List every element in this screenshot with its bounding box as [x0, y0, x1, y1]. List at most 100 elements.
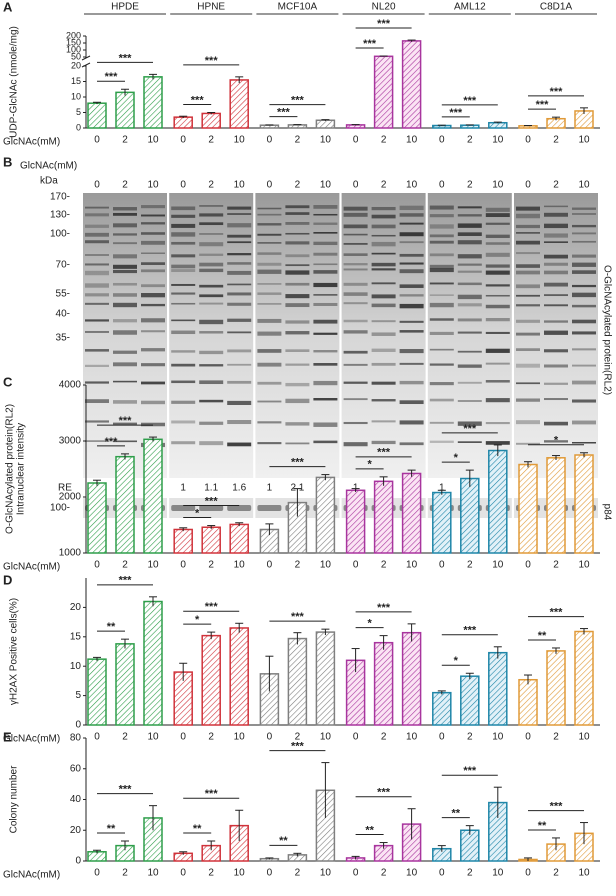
blot-band	[572, 399, 596, 403]
blot-band	[313, 332, 338, 335]
x-tick-label: 0	[267, 560, 273, 571]
bar	[432, 691, 452, 726]
blot-band	[227, 283, 252, 286]
blot-band	[485, 304, 510, 309]
bar	[287, 637, 308, 726]
blot-band	[113, 242, 137, 245]
blot-band	[113, 422, 137, 425]
bar	[201, 112, 221, 129]
blot-band	[516, 348, 540, 352]
blot-band	[429, 240, 454, 244]
blot-band	[285, 232, 310, 235]
blot-band	[285, 282, 310, 286]
significance-label: ***	[463, 423, 477, 435]
x-tick-label: 2	[553, 732, 559, 743]
blot-band	[199, 302, 224, 305]
bar	[518, 463, 538, 554]
bar	[229, 627, 249, 726]
blot-band	[399, 222, 424, 225]
dose-label: 0	[439, 180, 445, 191]
blot-band	[371, 252, 396, 255]
blot-band	[485, 422, 510, 425]
treatment-label: GlcNAc(mM)	[20, 161, 77, 172]
blot-band	[285, 303, 310, 308]
blot-band	[85, 293, 109, 297]
blot-band	[171, 420, 196, 424]
blot-band	[227, 206, 252, 210]
blot-band	[429, 398, 454, 402]
p84-panel	[169, 498, 254, 518]
blot-band	[313, 319, 338, 324]
blot-band	[485, 294, 510, 297]
x-tick-label: 2	[381, 868, 387, 879]
blot-band	[371, 303, 396, 308]
blot-band	[285, 270, 310, 275]
blot-band	[171, 214, 196, 218]
x-tick-label: 0	[353, 868, 359, 879]
panel-label: C	[3, 374, 13, 389]
blot-band	[343, 421, 368, 425]
blot-band	[199, 268, 224, 273]
blot-band	[85, 254, 109, 256]
x-axis-label: GlcNAc(mM)	[3, 734, 60, 745]
panel-label: A	[3, 0, 13, 14]
x-tick-label: 10	[147, 868, 159, 879]
blot-band	[399, 400, 424, 405]
bar	[373, 641, 394, 726]
blot-band	[199, 262, 224, 267]
x-tick-label: 0	[525, 135, 531, 146]
blot-band	[199, 364, 224, 367]
bar	[143, 76, 163, 129]
blot-band	[285, 264, 310, 267]
x-tick-label: 2	[295, 732, 301, 743]
blot-band	[141, 222, 165, 225]
significance-label: ***	[463, 765, 477, 777]
bar	[87, 658, 107, 726]
blot-band	[85, 206, 109, 209]
x-tick-label: 10	[406, 560, 418, 571]
blot-band	[199, 294, 224, 298]
blot-band	[399, 232, 424, 237]
blot-band	[485, 213, 510, 218]
blot-band	[285, 382, 310, 387]
blot-band	[171, 400, 196, 404]
x-tick-label: 2	[381, 135, 387, 146]
bar	[546, 457, 566, 554]
bar	[115, 455, 135, 554]
blot-band	[572, 319, 596, 324]
x-tick-label: 10	[147, 732, 159, 743]
blot-band	[572, 304, 596, 308]
significance-label: ***	[449, 107, 463, 119]
blot-band	[516, 319, 540, 323]
blot-band	[516, 284, 540, 289]
significance-label: ***	[463, 95, 477, 107]
loading-label: p84	[601, 504, 612, 521]
blot-band	[371, 332, 396, 336]
x-tick-label: 0	[525, 732, 531, 743]
blot-band	[485, 207, 510, 212]
blot-band	[485, 398, 510, 403]
blot-band	[485, 252, 510, 257]
blot-band	[85, 283, 109, 288]
blot-band	[199, 399, 224, 403]
blot-band	[171, 269, 196, 273]
x-axis-label: GlcNAc(mM)	[3, 870, 60, 881]
panel-label: E	[3, 729, 12, 744]
dose-label: 10	[492, 180, 504, 191]
y-tick-label: 3000	[59, 436, 82, 447]
blot-band	[572, 240, 596, 243]
x-tick-label: 2	[467, 135, 473, 146]
y-tick-label: 100	[66, 44, 81, 54]
blot-band	[171, 232, 196, 237]
dose-label: 10	[578, 180, 590, 191]
significance-label: ***	[291, 457, 305, 469]
x-tick-label: 2	[122, 560, 128, 571]
blot-band	[85, 240, 109, 244]
blot-band	[371, 224, 396, 229]
bar	[229, 523, 249, 554]
blot-band	[285, 254, 310, 258]
blot-band	[257, 242, 282, 244]
x-tick-label: 10	[406, 732, 418, 743]
x-tick-label: 0	[439, 560, 445, 571]
